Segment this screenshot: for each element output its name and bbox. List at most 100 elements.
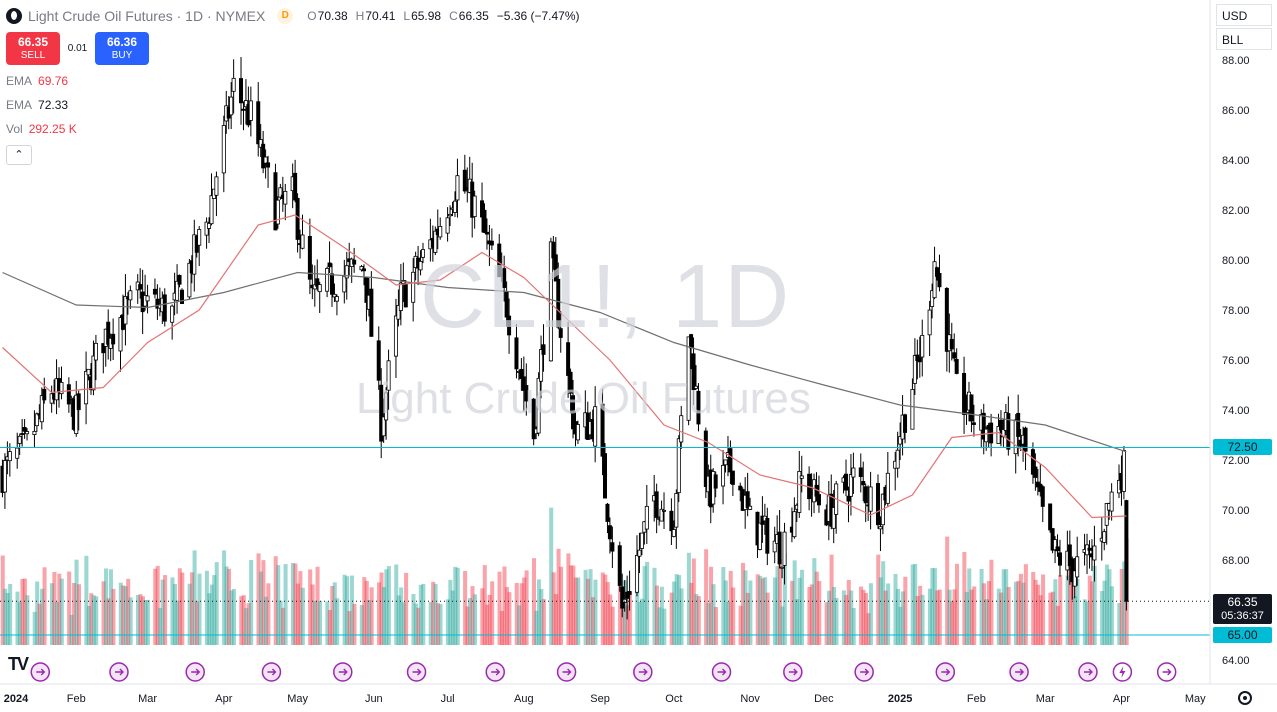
candle (885, 451, 890, 507)
currency-selector[interactable]: USD (1216, 4, 1272, 26)
candle (398, 263, 403, 326)
candle (229, 82, 234, 130)
volume-bar (760, 578, 765, 645)
sell-button[interactable]: 66.35 SELL (6, 31, 60, 65)
volume-bar (758, 575, 763, 645)
candle (816, 475, 821, 513)
volume-bar (954, 563, 960, 645)
event-arrow-icon (1078, 662, 1098, 682)
tradingview-logo[interactable]: TV (8, 654, 29, 674)
gear-icon[interactable] (1238, 691, 1252, 705)
volume-bar (706, 602, 711, 645)
volume-bar (138, 594, 143, 645)
volume-bar (480, 588, 485, 645)
candle (792, 497, 797, 539)
volume-bar (610, 606, 615, 645)
candle (1016, 394, 1021, 457)
volume-bar (1122, 561, 1127, 645)
candle (221, 115, 226, 193)
indicator-volume[interactable]: Vol 292.25 K (6, 122, 77, 136)
volume-bar (379, 572, 384, 645)
candle (878, 516, 883, 552)
candle (111, 318, 116, 361)
volume-bar (94, 596, 99, 645)
indicator-ema-short[interactable]: EMA 69.76 (6, 74, 69, 88)
candle (379, 368, 384, 459)
volume-bar (332, 582, 337, 645)
unit-selector[interactable]: BLL (1216, 28, 1272, 50)
candle (20, 419, 25, 447)
ohlc-low: L65.98 (403, 9, 442, 23)
volume-bar (782, 553, 787, 645)
y-tick-label: 88.00 (1222, 55, 1250, 67)
volume-bar (679, 588, 684, 645)
symbol-title[interactable]: Light Crude Oil Futures · 1D · NYMEX (28, 8, 266, 24)
volume-bar (1087, 575, 1092, 645)
volume-bar (728, 570, 733, 645)
volume-bar (5, 593, 10, 645)
candle (627, 570, 632, 611)
volume-bar (450, 590, 455, 645)
candle (418, 250, 423, 276)
volume-bar (349, 575, 355, 645)
volume-bar (721, 567, 726, 645)
volume-bar (930, 568, 935, 645)
volume-bar (1041, 574, 1046, 645)
volume-bar (308, 569, 313, 645)
volume-bar (861, 589, 866, 645)
volume-bar (25, 595, 30, 645)
event-markers[interactable] (30, 662, 1177, 682)
candle (258, 124, 263, 158)
volume-bar (674, 574, 679, 645)
volume-bar (1090, 581, 1095, 645)
candle (807, 466, 812, 511)
x-tick-label: Mar (1036, 693, 1055, 705)
y-tick-label: 80.00 (1222, 255, 1250, 267)
candle (266, 155, 271, 188)
candle (571, 379, 576, 439)
x-tick-label: Apr (215, 693, 232, 705)
candle (243, 79, 248, 125)
candle (693, 365, 698, 390)
volume-bar (989, 559, 994, 645)
volume-bar (723, 580, 728, 645)
event-arrow-icon (261, 662, 282, 682)
candle (384, 387, 389, 440)
volume-bar (364, 580, 369, 645)
candle (369, 271, 374, 337)
volume-bar (777, 559, 782, 645)
buy-button[interactable]: 66.36 BUY (95, 31, 149, 65)
delayed-data-badge[interactable]: D (277, 8, 294, 24)
volume-bar (504, 587, 509, 645)
volume-area (0, 507, 1129, 645)
volume-bar (600, 572, 605, 645)
volume-bar (155, 565, 160, 645)
indicator-ema-long[interactable]: EMA 72.33 (6, 98, 69, 112)
volume-bar (445, 599, 450, 645)
volume-bar (1102, 580, 1107, 645)
collapse-legend-button[interactable]: ⌃ (6, 145, 32, 165)
candle (1121, 446, 1126, 500)
candle (610, 526, 615, 569)
volume-bar (726, 602, 731, 645)
candle (723, 459, 728, 473)
volume-bar (790, 580, 795, 645)
volume-bar (214, 562, 219, 645)
y-tick-label: 70.00 (1222, 505, 1250, 517)
candle (175, 264, 180, 314)
support-price-label: 65.00 (1213, 627, 1272, 643)
volume-bar (738, 605, 743, 645)
event-arrow-icon (935, 662, 956, 682)
x-tick-label: Apr (1113, 693, 1130, 705)
volume-bar (347, 611, 352, 645)
x-tick-label: May (287, 693, 308, 705)
candle (177, 274, 182, 288)
candle (1023, 426, 1028, 471)
candle (381, 398, 386, 443)
volume-bar (20, 578, 25, 645)
volume-bar (827, 590, 832, 645)
event-arrow-icon (711, 662, 732, 682)
candle (1085, 533, 1090, 575)
